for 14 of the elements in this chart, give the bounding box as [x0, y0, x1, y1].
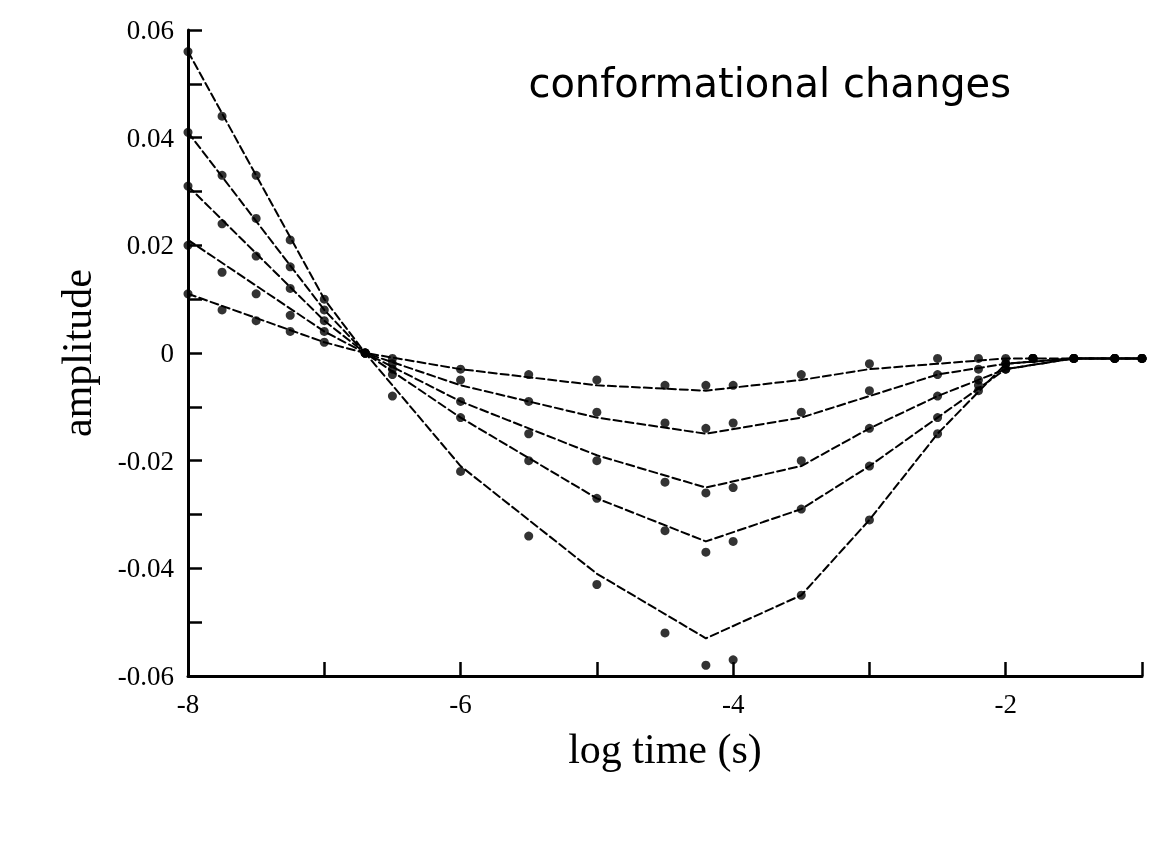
annotation: conformational changes: [528, 60, 1012, 106]
y-tick-label: 0.02: [126, 230, 174, 261]
y-tick-label: -0.04: [117, 553, 175, 584]
x-tick-label: -4: [721, 688, 745, 719]
y-tick-label: 0.06: [126, 15, 174, 45]
x-tick-label: -2: [994, 688, 1017, 719]
x-axis-title: log time (s): [568, 726, 762, 773]
y-axis-title: amplitude: [54, 269, 100, 437]
y-tick-label: -0.06: [117, 661, 174, 691]
x-tick-label: -8: [176, 688, 200, 719]
y-tick-label: 0: [160, 338, 174, 368]
y-tick-label: 0.04: [126, 122, 175, 153]
y-tick-label: -0.02: [117, 445, 174, 476]
x-tick-label: -6: [449, 688, 472, 719]
